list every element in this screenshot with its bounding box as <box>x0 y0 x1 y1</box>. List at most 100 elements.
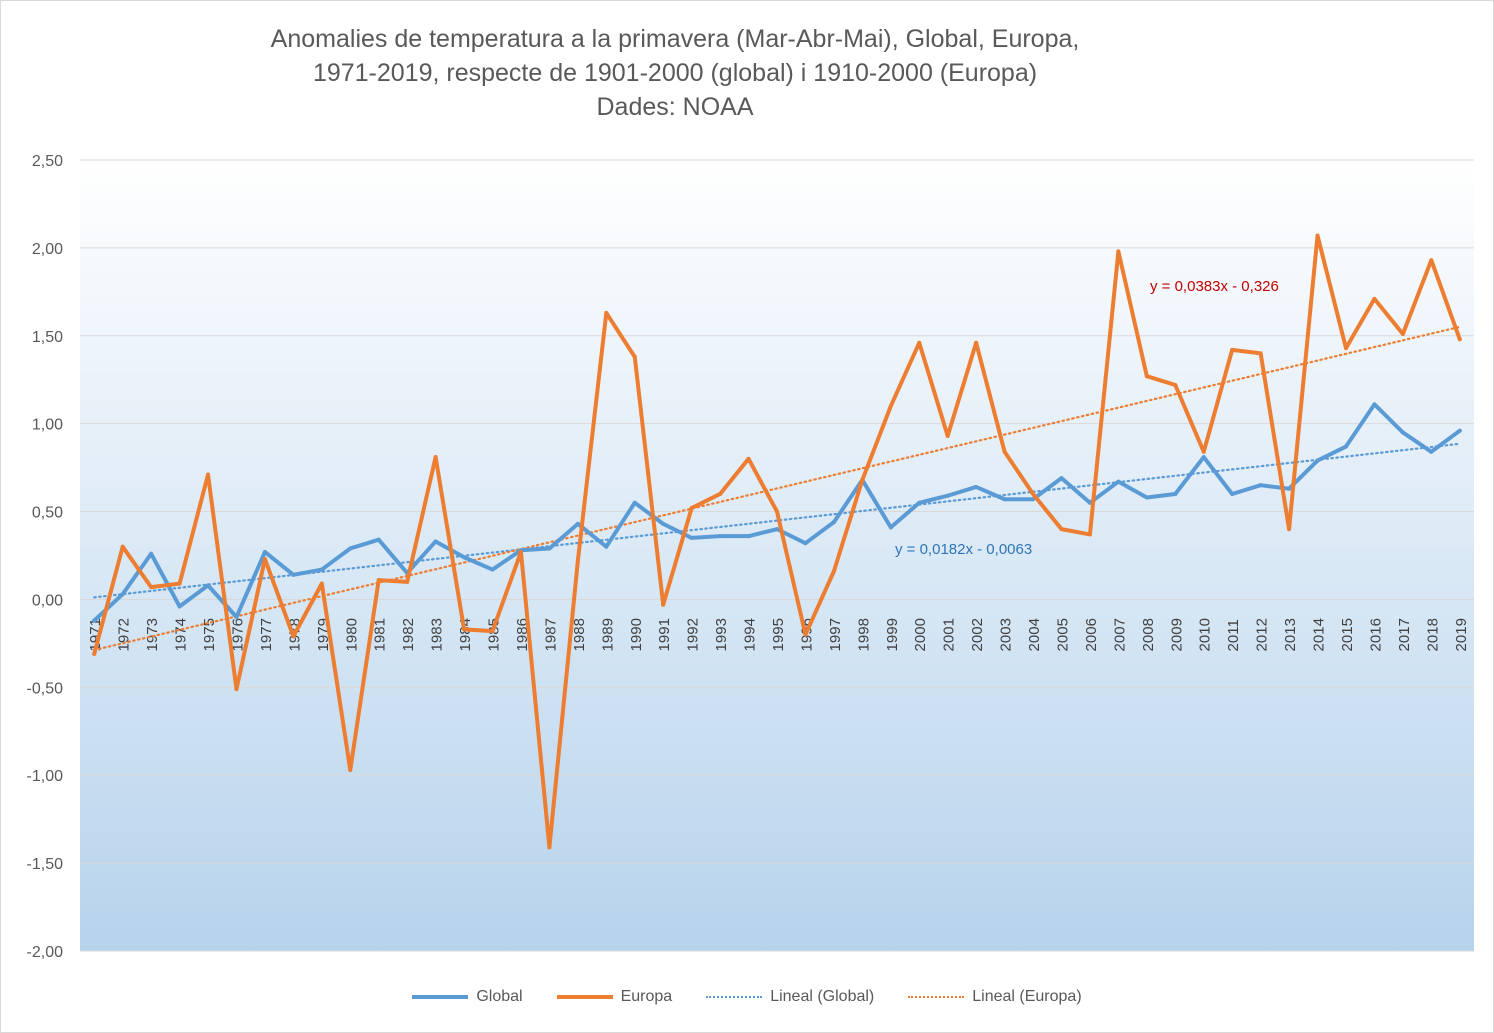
data-point-global <box>1429 449 1434 454</box>
data-point-global <box>604 544 609 549</box>
data-point-europa <box>348 767 353 772</box>
trendline-europa <box>93 325 1461 652</box>
x-tick-label: 1980 <box>343 618 360 651</box>
data-point-europa <box>234 687 239 692</box>
x-tick-label: 2009 <box>1168 618 1185 651</box>
y-tick-label: -1,50 <box>27 856 64 873</box>
data-point-europa <box>888 404 893 409</box>
data-point-global <box>1230 491 1235 496</box>
data-point-europa <box>917 340 922 345</box>
data-point-europa <box>1201 449 1206 454</box>
x-tick-label: 1973 <box>144 618 161 651</box>
legend-label-global: Global <box>476 988 523 1005</box>
data-point-europa <box>1002 449 1007 454</box>
x-tick-label: 1991 <box>656 618 673 651</box>
data-point-europa <box>775 509 779 514</box>
x-tick-label: 2002 <box>969 618 986 651</box>
data-point-europa <box>803 632 808 637</box>
data-point-europa <box>831 569 836 574</box>
legend-label-europa: Europa <box>620 988 673 1005</box>
data-point-europa <box>1173 382 1178 387</box>
legend-item-global: Global <box>412 988 523 1006</box>
data-point-europa <box>319 581 324 586</box>
data-point-europa <box>661 602 666 607</box>
x-tick-label: 2018 <box>1424 618 1441 651</box>
x-tick-label: 2005 <box>1054 618 1071 651</box>
data-point-europa <box>262 557 267 562</box>
x-tick-label: 1994 <box>742 618 759 651</box>
data-point-global <box>1087 500 1092 505</box>
data-point-global <box>376 537 381 542</box>
data-point-global <box>945 493 950 498</box>
data-point-global <box>974 484 979 489</box>
x-tick-label: 2017 <box>1396 618 1413 651</box>
data-point-global <box>547 546 552 551</box>
data-point-europa <box>718 491 723 496</box>
data-point-europa <box>1457 337 1462 342</box>
data-point-europa <box>1116 249 1121 254</box>
data-point-global <box>149 551 154 556</box>
data-point-europa <box>1230 347 1235 352</box>
x-tick-label: 1982 <box>400 618 417 651</box>
chart-source: Dades: NOAA <box>596 93 754 121</box>
data-point-global <box>1287 486 1292 491</box>
data-point-europa <box>1315 233 1320 238</box>
legend-item-europa: Europa <box>556 988 673 1006</box>
legend-swatch-trend-europa <box>908 996 965 998</box>
data-point-europa <box>177 581 182 586</box>
data-point-global <box>917 500 922 505</box>
x-tick-label: 2008 <box>1140 618 1157 651</box>
x-tick-label: 2003 <box>998 618 1015 651</box>
data-point-europa <box>518 549 523 554</box>
data-point-europa <box>206 472 211 477</box>
data-point-europa <box>974 340 979 345</box>
x-tick-label: 2015 <box>1339 618 1356 651</box>
x-tick-label: 2006 <box>1083 618 1100 651</box>
data-point-global <box>348 546 353 551</box>
x-tick-label: 1977 <box>258 618 275 651</box>
data-point-global <box>1059 476 1064 481</box>
data-point-europa <box>1343 346 1348 351</box>
data-point-global <box>803 541 808 546</box>
data-point-europa <box>547 845 552 850</box>
data-point-global <box>1258 483 1263 488</box>
data-point-global <box>262 549 267 554</box>
data-point-global <box>632 500 637 505</box>
data-point-europa <box>632 354 637 359</box>
data-point-europa <box>604 310 609 315</box>
data-point-global <box>490 567 495 572</box>
data-point-europa <box>860 477 865 482</box>
data-point-global <box>206 583 211 588</box>
y-tick-label: -0,50 <box>27 680 64 697</box>
x-tick-label: 1985 <box>486 618 503 651</box>
data-point-global <box>661 521 666 526</box>
trendline-global <box>93 442 1461 599</box>
y-tick-label: 1,00 <box>32 417 63 434</box>
data-point-global <box>1372 402 1377 407</box>
chart-legend: Global Europa Lineal (Global) Lineal (Eu… <box>0 984 1494 1010</box>
x-tick-label: 1988 <box>571 618 588 651</box>
x-tick-label: 1974 <box>173 618 190 651</box>
data-point-global <box>1201 455 1206 460</box>
legend-swatch-europa <box>556 995 613 999</box>
data-point-europa <box>1059 527 1064 532</box>
x-tick-label: 1990 <box>628 618 645 651</box>
data-point-europa <box>575 558 580 563</box>
data-point-europa <box>405 579 410 584</box>
legend-swatch-global <box>412 995 469 999</box>
y-tick-label: -1,00 <box>27 768 64 785</box>
x-tick-label: 1975 <box>201 618 218 651</box>
y-tick-label: 0,00 <box>32 592 63 609</box>
x-tick-label: 2014 <box>1311 618 1328 651</box>
x-tick-label: 2000 <box>912 618 929 651</box>
y-tick-label: 0,50 <box>32 505 63 522</box>
x-tick-label: 1989 <box>599 618 616 651</box>
x-tick-label: 2007 <box>1111 618 1128 651</box>
data-point-europa <box>92 651 97 656</box>
data-point-global <box>1400 430 1405 435</box>
x-tick-label: 1976 <box>229 618 246 651</box>
legend-label-trend-global: Lineal (Global) <box>770 988 875 1005</box>
x-tick-label: 1995 <box>770 618 787 651</box>
x-tick-label: 1999 <box>884 618 901 651</box>
